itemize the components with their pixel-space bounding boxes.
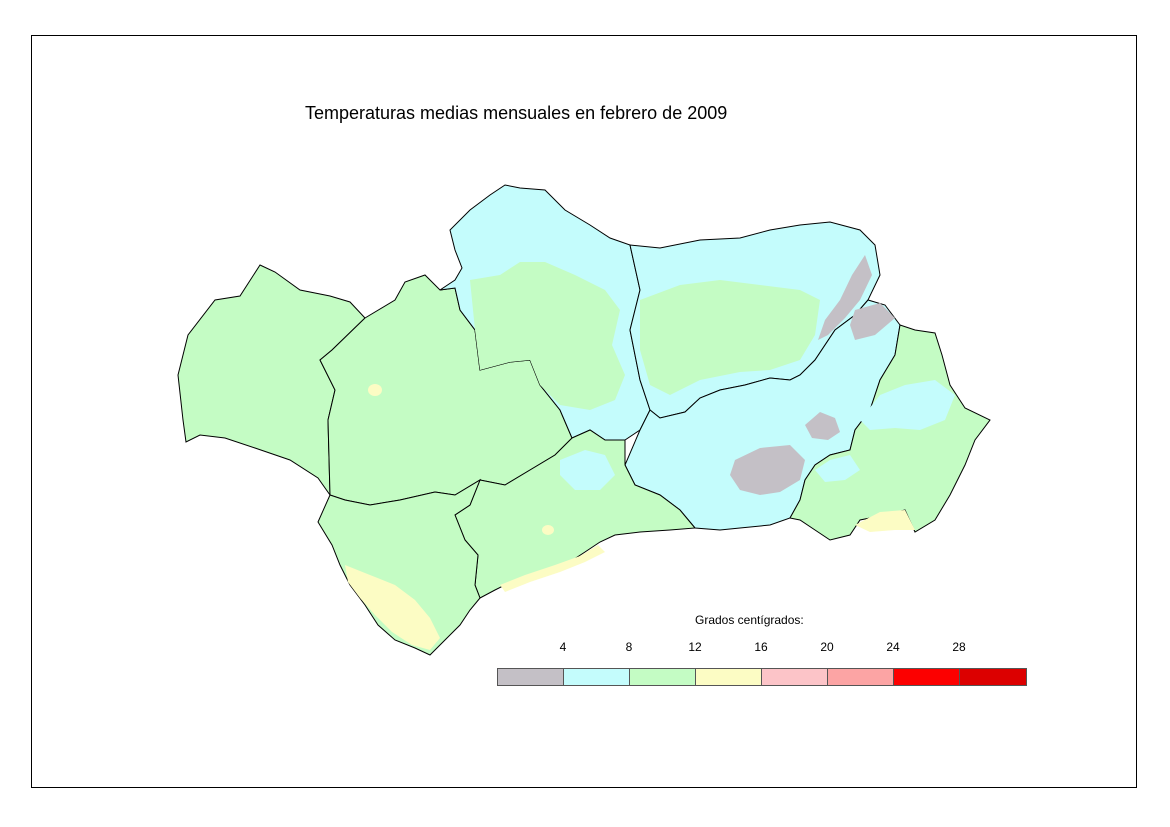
zone-malaga-coast-warm	[500, 545, 605, 592]
province-almeria	[789, 324, 991, 541]
zone-almeria-cool-2	[815, 455, 860, 482]
legend-tick-24: 24	[886, 640, 900, 654]
province-huelva	[177, 264, 366, 497]
legend-swatch-1	[498, 669, 564, 685]
map-title: Temperaturas medias mensuales en febrero…	[305, 103, 728, 123]
legend-tick-16: 16	[754, 640, 768, 654]
zone-jaen-cold	[818, 255, 872, 340]
legend-tick-8: 8	[625, 640, 633, 654]
legend-title: Grados centígrados:	[695, 613, 804, 627]
zone-cordoba-warm	[470, 262, 625, 410]
zone-jaen-warm	[640, 280, 820, 395]
legend-swatch-2	[564, 669, 630, 685]
map-frame	[31, 35, 1137, 788]
legend-tick-4: 4	[559, 640, 567, 654]
legend-swatch-3	[630, 669, 696, 685]
legend-tick-20: 20	[820, 640, 834, 654]
zone-sevilla-warm-spot	[368, 384, 382, 396]
zone-granada-cold-2	[805, 412, 840, 440]
legend-tick-28: 28	[952, 640, 966, 654]
legend-color-bar	[497, 668, 1027, 686]
legend-tick-12: 12	[688, 640, 702, 654]
zone-almeria-warm	[855, 510, 915, 532]
zone-granada-cold-3	[850, 303, 895, 340]
legend-swatch-4	[696, 669, 762, 685]
province-cadiz	[317, 478, 482, 656]
zone-malaga-cool	[560, 450, 615, 490]
legend-swatch-5	[762, 669, 828, 685]
zone-almeria-cool	[860, 380, 955, 430]
legend-swatch-8	[960, 669, 1026, 685]
legend-swatch-6	[828, 669, 894, 685]
legend-swatch-7	[894, 669, 960, 685]
zone-cadiz-warm	[345, 565, 440, 650]
zone-malaga-warm-spot	[542, 525, 554, 535]
zone-granada-cold	[730, 445, 805, 495]
